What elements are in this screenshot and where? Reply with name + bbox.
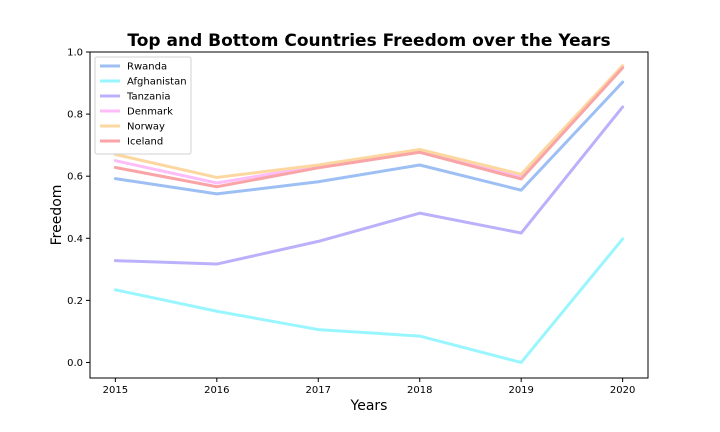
x-tick-label: 2017 — [306, 385, 331, 396]
y-tick-label: 0.4 — [67, 234, 83, 245]
x-tick-label: 2020 — [610, 385, 635, 396]
y-tick-label: 0.8 — [67, 110, 83, 121]
y-tick-label: 1.0 — [67, 48, 83, 59]
series-line-iceland — [113, 66, 625, 189]
legend-label-afghanistan: Afghanistan — [127, 77, 187, 88]
x-axis: 2015 2016 2017 2018 2019 2020 — [103, 378, 635, 396]
x-tick-label: 2016 — [204, 385, 229, 396]
legend-label-denmark: Denmark — [127, 107, 173, 118]
chart-title: Top and Bottom Countries Freedom over th… — [127, 31, 610, 51]
legend-label-tanzania: Tanzania — [126, 92, 171, 103]
y-axis: 0.0 0.2 0.4 0.6 0.8 1.0 — [67, 48, 90, 369]
y-axis-label: Freedom — [49, 185, 65, 246]
x-tick-label: 2019 — [508, 385, 533, 396]
y-tick-label: 0.6 — [67, 172, 83, 183]
x-tick-label: 2018 — [407, 385, 432, 396]
legend: Rwanda Afghanistan Tanzania Denmark Norway Ic… — [94, 56, 192, 155]
legend-label-rwanda: Rwanda — [127, 62, 167, 73]
series-line-tanzania — [113, 105, 625, 266]
x-axis-label: Years — [350, 398, 388, 414]
plot-frame — [89, 51, 649, 379]
x-tick-label: 2015 — [103, 385, 128, 396]
plot-area — [89, 51, 649, 379]
y-tick-label: 0.2 — [67, 296, 83, 307]
series-line-afghanistan — [113, 237, 625, 364]
legend-label-iceland: Iceland — [127, 137, 163, 148]
y-tick-label: 0.0 — [67, 358, 83, 369]
series-line-rwanda — [113, 80, 625, 196]
legend-label-norway: Norway — [127, 122, 165, 133]
series-line-norway — [113, 64, 625, 179]
